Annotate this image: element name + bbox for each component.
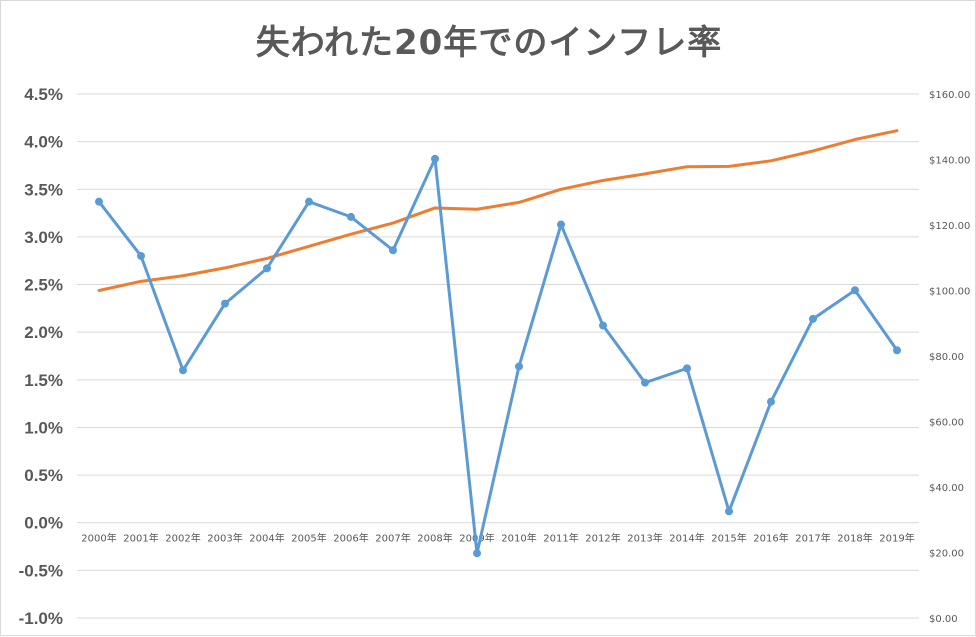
data-point xyxy=(95,197,103,206)
y-right-tick-label: $160.00 xyxy=(929,90,970,101)
data-point xyxy=(389,246,397,255)
data-point xyxy=(599,321,607,330)
y-left-tick-label: 4.5% xyxy=(24,85,63,104)
data-point xyxy=(725,507,733,516)
y-right-tick-label: $60.00 xyxy=(929,418,964,429)
x-tick-label: 2001年 xyxy=(123,532,158,545)
y-left-tick-label: 1.5% xyxy=(24,371,63,390)
data-point xyxy=(221,299,229,308)
y-left-tick-label: 0.0% xyxy=(24,514,63,533)
gridlines xyxy=(77,93,919,619)
y-left-tick-label: -0.5% xyxy=(19,561,63,580)
y-left-tick-label: 4.0% xyxy=(24,133,63,152)
x-tick-label: 2009年 xyxy=(459,532,494,545)
x-tick-label: 2004年 xyxy=(249,532,284,545)
y-left-axis: 4.5% 4.0% 3.5% 3.0% 2.5% 2.0% 1.5% 1.0% 0.5% 0.0%… xyxy=(19,85,63,628)
y-right-tick-label: $100.00 xyxy=(929,287,970,298)
y-left-tick-label: 2.5% xyxy=(24,276,63,295)
x-tick-label: 2016年 xyxy=(753,532,788,545)
y-left-tick-label: 3.0% xyxy=(24,228,63,247)
y-right-tick-label: $0.00 xyxy=(929,614,958,625)
series-right xyxy=(97,129,899,292)
data-point xyxy=(137,251,145,260)
x-tick-label: 2006年 xyxy=(333,532,368,545)
x-tick-label: 2002年 xyxy=(165,532,200,545)
x-tick-label: 2014年 xyxy=(669,532,704,545)
data-point xyxy=(557,220,565,229)
data-point xyxy=(809,314,817,323)
y-left-tick-label: 0.5% xyxy=(24,466,63,485)
x-tick-label: 2018年 xyxy=(837,532,872,545)
x-tick-label: 2019年 xyxy=(879,532,914,545)
series-line-right xyxy=(97,129,899,292)
y-left-tick-label: 2.0% xyxy=(24,323,63,342)
y-left-tick-label: -1.0% xyxy=(19,609,63,628)
data-point xyxy=(347,212,355,221)
y-right-tick-label: $140.00 xyxy=(929,156,970,167)
data-point xyxy=(263,264,271,273)
data-point xyxy=(431,154,439,163)
data-point xyxy=(305,197,313,206)
x-tick-label: 2015年 xyxy=(711,532,746,545)
data-point xyxy=(851,286,859,295)
x-tick-label: 2011年 xyxy=(543,532,578,545)
series-line-left xyxy=(97,157,899,555)
series-left xyxy=(95,154,901,558)
x-tick-label: 2012年 xyxy=(585,532,620,545)
data-point xyxy=(767,397,775,406)
y-left-tick-label: 1.0% xyxy=(24,418,63,437)
x-tick-label: 2003年 xyxy=(207,532,242,545)
x-axis: 2000年 2001年 2002年 2003年 2004年 2005年 2006年 2007年… xyxy=(81,532,914,545)
data-point xyxy=(179,366,187,375)
data-point xyxy=(641,378,649,387)
data-point xyxy=(473,549,481,558)
data-point xyxy=(683,364,691,373)
x-tick-label: 2010年 xyxy=(501,532,536,545)
y-right-tick-label: $120.00 xyxy=(929,221,970,232)
chart-title: 失われた20年でのインフレ率 xyxy=(255,23,723,63)
data-point xyxy=(893,346,901,355)
x-tick-label: 2008年 xyxy=(417,532,452,545)
y-right-tick-label: $20.00 xyxy=(929,549,964,560)
x-tick-label: 2000年 xyxy=(81,532,116,545)
y-left-tick-label: 3.5% xyxy=(24,180,63,199)
y-right-axis: $160.00 $140.00 $120.00 $100.00 $80.00 $60.00… xyxy=(929,90,970,625)
y-right-tick-label: $80.00 xyxy=(929,352,964,363)
x-tick-label: 2005年 xyxy=(291,532,326,545)
x-tick-label: 2007年 xyxy=(375,532,410,545)
data-point xyxy=(515,362,523,371)
x-tick-label: 2013年 xyxy=(627,532,662,545)
y-right-tick-label: $40.00 xyxy=(929,483,964,494)
x-tick-label: 2017年 xyxy=(795,532,830,545)
